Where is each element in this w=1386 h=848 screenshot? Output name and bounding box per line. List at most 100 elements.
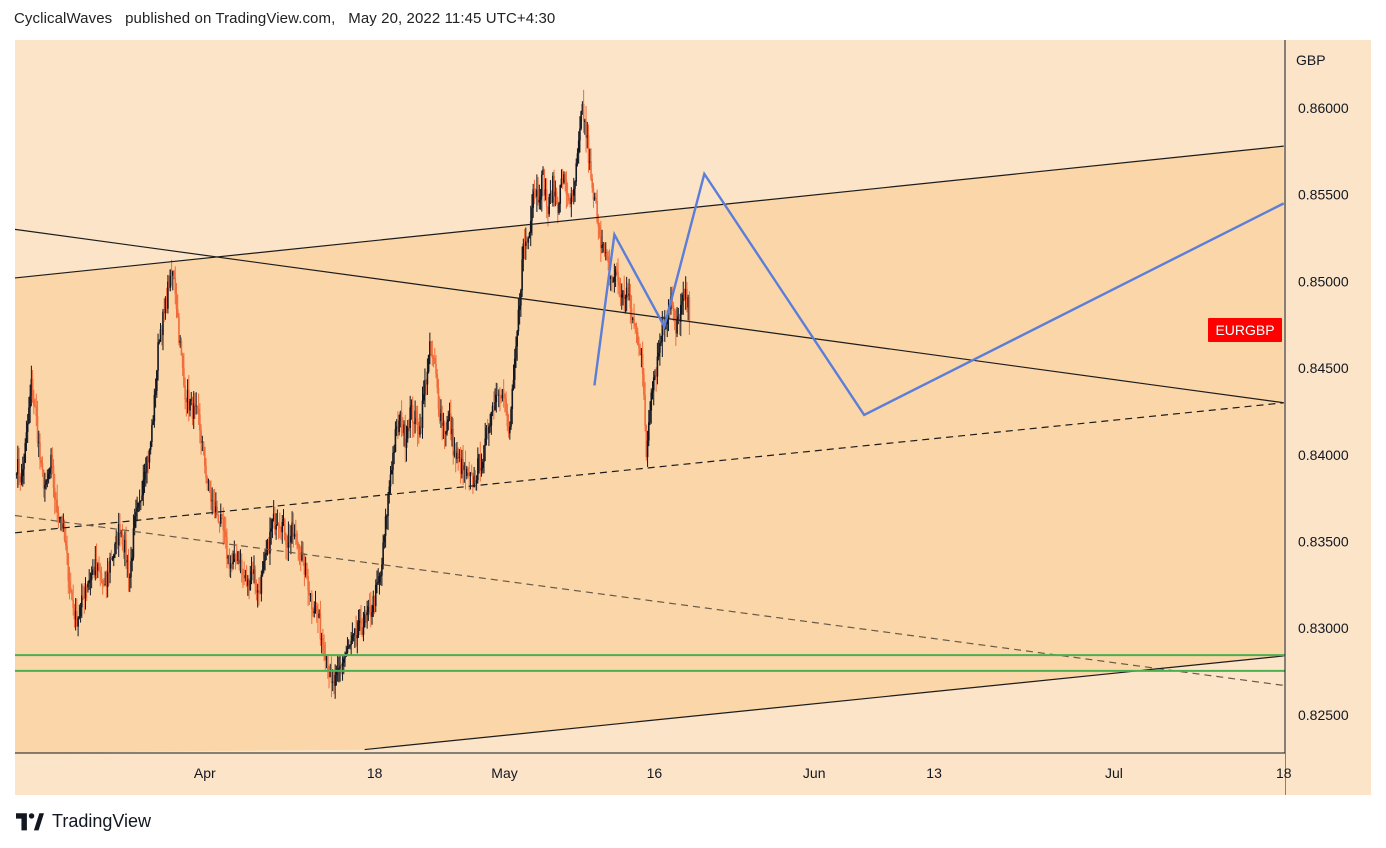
candle-body xyxy=(137,502,140,508)
candle-body xyxy=(176,309,179,317)
candle-body xyxy=(52,465,55,488)
candle-body xyxy=(507,426,510,434)
candle-body xyxy=(416,418,419,432)
candle-body xyxy=(596,200,598,222)
candle-body xyxy=(379,575,382,577)
candle-body xyxy=(569,201,571,205)
candle-body xyxy=(360,620,362,632)
trendline-4[interactable] xyxy=(15,514,1284,687)
candle-body xyxy=(57,512,60,519)
price-axis[interactable]: 0.86000 0.85500 0.85000 0.84500 0.84000 0.835… xyxy=(1298,100,1349,723)
symbol-badge[interactable]: EURGBP xyxy=(1208,318,1282,342)
candle-body xyxy=(473,476,475,488)
candle-body xyxy=(167,281,169,309)
candle-body xyxy=(290,535,292,543)
candle-body xyxy=(656,356,659,377)
candle-body xyxy=(512,379,515,389)
trendline-3[interactable] xyxy=(15,402,1284,534)
candle-body xyxy=(56,499,59,513)
candle-body xyxy=(63,523,66,541)
trendline-1[interactable] xyxy=(15,145,1284,279)
trendline-2[interactable] xyxy=(15,228,1284,404)
time-tick-label: Apr xyxy=(194,765,216,781)
candle-body xyxy=(169,269,172,288)
candle-body xyxy=(131,557,134,562)
candle-body xyxy=(477,458,479,480)
candle-body xyxy=(146,456,148,472)
brand-footer[interactable]: TradingView xyxy=(16,810,151,832)
candle-body xyxy=(399,412,402,421)
candle-body xyxy=(457,453,459,458)
candle-body xyxy=(370,607,372,617)
candle-body xyxy=(405,438,408,448)
candle-body xyxy=(627,287,629,296)
candle-body xyxy=(533,189,536,192)
candle-body xyxy=(234,553,237,560)
candle-body xyxy=(98,564,100,572)
candle-body xyxy=(462,459,464,470)
time-tick-label: 18 xyxy=(367,765,383,781)
candle-body xyxy=(409,407,411,428)
candle-body xyxy=(328,671,330,678)
candle-body xyxy=(216,506,218,515)
candle-body xyxy=(620,294,623,298)
candle-body xyxy=(120,532,122,534)
candle-body xyxy=(45,480,47,485)
candle-body xyxy=(275,525,277,530)
candle-body xyxy=(309,593,312,596)
candle-body xyxy=(612,281,614,283)
candle-body xyxy=(458,457,461,459)
candle-body xyxy=(419,426,421,435)
candle-body xyxy=(95,559,98,571)
candle-body xyxy=(559,185,562,204)
candle-body xyxy=(640,354,643,356)
candle-body xyxy=(618,281,621,286)
candle-body xyxy=(173,271,175,278)
candle-body xyxy=(564,174,566,180)
candle-body xyxy=(684,289,687,300)
symbol-badge-bg xyxy=(1208,318,1282,342)
candle-body xyxy=(94,559,97,576)
candle-body xyxy=(46,479,49,481)
candle-body xyxy=(580,111,582,129)
candle-body xyxy=(357,623,360,635)
candle-body xyxy=(124,539,126,553)
candle-body xyxy=(480,467,483,471)
candle-body xyxy=(483,445,485,462)
candle-body xyxy=(675,318,677,334)
time-tick-label: Jun xyxy=(803,765,826,781)
candle-body xyxy=(358,620,361,624)
candle-body xyxy=(395,426,398,430)
candle-body xyxy=(226,537,228,559)
time-axis[interactable]: Apr 18 May 16 Jun 13 Jul 18 xyxy=(194,765,1292,781)
candle-body xyxy=(191,398,194,419)
candle-body xyxy=(233,553,236,562)
candle-body xyxy=(463,465,466,470)
candle-body xyxy=(424,380,426,395)
candle-body xyxy=(421,400,424,429)
candle-body xyxy=(251,570,254,574)
candle-body xyxy=(189,401,191,411)
candle-body xyxy=(654,375,656,378)
candle-body xyxy=(688,297,691,322)
candle-body xyxy=(66,545,68,554)
candle-body xyxy=(496,394,499,396)
candle-body xyxy=(174,277,177,294)
candle-body xyxy=(629,293,632,309)
candle-body xyxy=(207,481,210,483)
candle-body xyxy=(550,192,553,203)
candle-body xyxy=(497,394,500,396)
candle-body xyxy=(58,517,61,519)
candle-body xyxy=(299,559,302,561)
price-tick-label: 0.83500 xyxy=(1298,534,1349,550)
candle-body xyxy=(687,297,689,308)
candle-body xyxy=(317,609,319,618)
candle-body xyxy=(310,593,313,610)
candle-body xyxy=(525,241,527,246)
candle-body xyxy=(646,440,649,458)
candle-body xyxy=(553,175,555,197)
candle-body xyxy=(481,461,484,468)
candle-body xyxy=(593,197,596,200)
tradingview-logo-icon xyxy=(16,813,44,831)
